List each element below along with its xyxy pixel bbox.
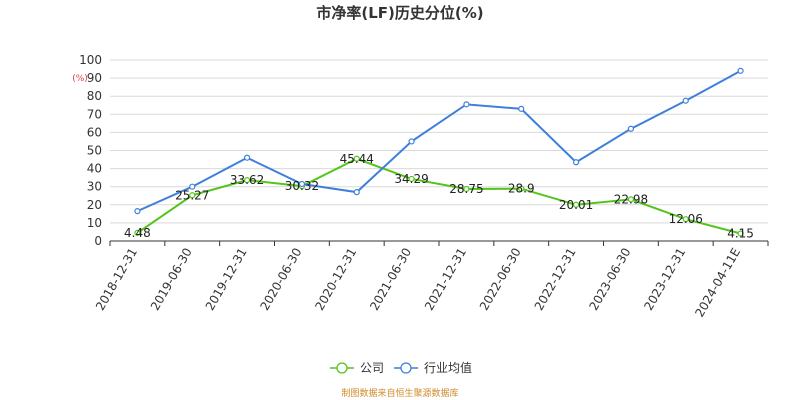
y-tick-label: 100	[79, 53, 102, 67]
legend-swatch-marker	[336, 362, 348, 374]
data-point[interactable]	[737, 230, 744, 237]
data-point[interactable]	[518, 105, 525, 112]
x-tick-label: 2020-12-31	[312, 246, 359, 313]
legend-label: 行业均值	[424, 360, 472, 375]
data-label: 4.48	[124, 226, 151, 240]
x-tick-label: 2021-12-31	[422, 245, 469, 312]
data-point[interactable]	[134, 208, 141, 215]
data-point[interactable]	[572, 159, 580, 166]
x-tick-label: 2022-12-31	[532, 246, 579, 313]
series-line-0	[136, 157, 741, 235]
data-point[interactable]	[134, 229, 141, 236]
source-note: 制图数据来自恒生聚源数据库	[341, 387, 458, 399]
data-point[interactable]	[463, 185, 470, 193]
data-point[interactable]	[189, 183, 196, 190]
y-tick-label: 10	[87, 216, 102, 230]
x-tick-label: 2021-06-30	[367, 246, 414, 313]
data-point[interactable]	[298, 180, 306, 188]
y-tick-label: 20	[87, 198, 102, 212]
data-point[interactable]	[627, 196, 635, 203]
y-tick-label: 60	[87, 125, 102, 139]
x-tick-label: 2024-04-11E	[692, 246, 743, 320]
data-label: 4.15	[727, 226, 754, 240]
data-label: 22.98	[614, 192, 648, 206]
data-label: 28.9	[508, 182, 535, 196]
data-point[interactable]	[408, 175, 415, 183]
data-label: 34.29	[394, 172, 428, 186]
y-tick-label: 90	[87, 71, 102, 85]
data-labels: 4.48 25.27 33.62 30.32 45.44 34.29 28.75 28.9 20…	[124, 152, 754, 241]
legend-label: 公司	[360, 361, 384, 375]
data-point[interactable]	[243, 177, 251, 184]
data-point[interactable]	[353, 189, 360, 196]
grid-lines	[110, 59, 768, 242]
x-tick-label: 2023-06-30	[587, 246, 634, 313]
data-point[interactable]	[243, 154, 251, 161]
data-point[interactable]	[627, 125, 635, 132]
legend[interactable]: 公司 行业均值	[330, 360, 472, 375]
data-label: 30.32	[285, 179, 319, 193]
y-axis-unit: (%)	[72, 74, 88, 84]
y-tick-label: 80	[87, 89, 102, 103]
chart-title: 市净率(LF)历史分位(%)	[316, 4, 483, 22]
data-label: 28.75	[449, 182, 483, 196]
data-label: 25.27	[175, 188, 209, 202]
x-tick-label: 2018-12-31	[93, 246, 140, 313]
x-tick-label: 2019-06-30	[148, 246, 195, 313]
series-layer	[134, 67, 744, 237]
data-point[interactable]	[737, 67, 744, 74]
data-label: 45.44	[340, 152, 374, 166]
data-point[interactable]	[408, 138, 415, 145]
legend-item-0[interactable]: 公司	[330, 361, 384, 375]
data-point[interactable]	[572, 201, 580, 208]
legend-swatch-marker	[400, 362, 412, 374]
data-label: 20.01	[559, 198, 593, 212]
data-point[interactable]	[518, 185, 525, 192]
y-tick-label: 0	[94, 234, 102, 248]
legend-item-1[interactable]: 行业均值	[394, 360, 472, 375]
data-point[interactable]	[463, 101, 470, 108]
data-point[interactable]	[189, 192, 196, 199]
y-tick-label: 50	[87, 144, 102, 158]
data-point[interactable]	[353, 155, 360, 162]
y-tick-label: 30	[87, 180, 102, 194]
series-line-1	[137, 69, 742, 213]
y-tick-label: 40	[87, 162, 102, 176]
x-tick-label: 2020-06-30	[258, 246, 305, 313]
y-tick-label: 70	[87, 107, 102, 121]
data-label: 12.06	[669, 212, 703, 226]
x-tick-label: 2022-06-30	[477, 246, 524, 313]
x-tick-label: 2023-12-31	[641, 246, 688, 313]
data-point[interactable]	[682, 216, 689, 223]
data-label: 33.62	[230, 173, 264, 187]
x-tick-label: 2019-12-31	[203, 245, 250, 312]
data-point[interactable]	[682, 97, 689, 104]
